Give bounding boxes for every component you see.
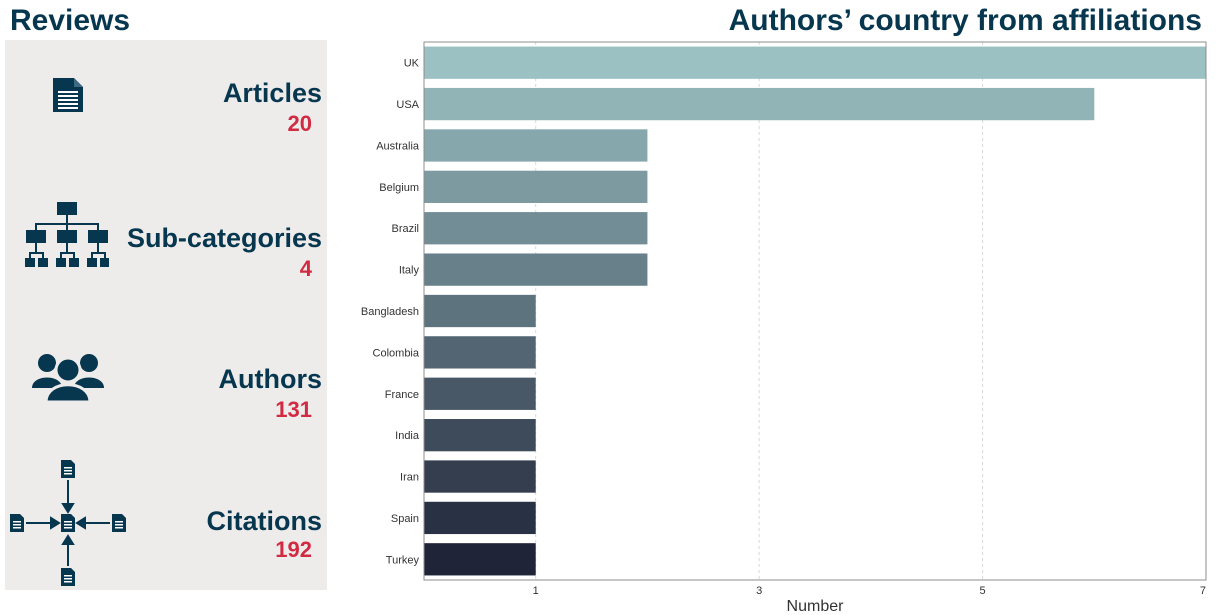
bar bbox=[424, 212, 648, 245]
x-tick-label: 7 bbox=[1200, 585, 1206, 597]
category-label: Bangladesh bbox=[361, 306, 419, 318]
citations-icon bbox=[5, 450, 135, 590]
bar bbox=[424, 543, 536, 576]
stat-card-authors: Authors 131 bbox=[5, 332, 327, 452]
x-tick-label: 3 bbox=[756, 585, 762, 597]
category-label: UK bbox=[404, 58, 420, 70]
category-label: Spain bbox=[391, 513, 419, 525]
bar bbox=[424, 170, 648, 203]
category-label: USA bbox=[396, 99, 419, 111]
document-icon bbox=[5, 60, 135, 180]
chart-title: Authors’ country from affiliations bbox=[728, 4, 1202, 37]
category-label: Iran bbox=[400, 472, 419, 484]
category-label: Australia bbox=[376, 140, 420, 152]
x-tick-label: 5 bbox=[980, 585, 986, 597]
category-label: France bbox=[385, 389, 419, 401]
stat-card-sub-categories: Sub-categories 4 bbox=[5, 190, 327, 310]
hierarchy-icon bbox=[5, 190, 135, 310]
category-label: Belgium bbox=[379, 182, 419, 194]
x-axis-title: Number bbox=[787, 598, 845, 615]
stat-label-sub-categories: Sub-categories bbox=[126, 223, 322, 253]
bar bbox=[424, 294, 536, 328]
users-icon bbox=[5, 332, 135, 452]
bar bbox=[424, 129, 648, 162]
stat-label-articles: Articles bbox=[222, 78, 322, 108]
stat-value-authors: 131 bbox=[275, 397, 312, 422]
bar bbox=[424, 460, 536, 493]
stat-label-authors: Authors bbox=[218, 364, 323, 394]
stat-card-articles: Articles 20 bbox=[5, 60, 327, 180]
bar bbox=[424, 377, 536, 410]
stat-card-citations: Citations 192 bbox=[5, 450, 327, 590]
category-label: Colombia bbox=[373, 347, 420, 359]
stat-value-articles: 20 bbox=[287, 111, 312, 136]
stat-label-citations: Citations bbox=[206, 506, 322, 536]
plot-frame bbox=[423, 41, 1207, 581]
bar bbox=[424, 46, 1206, 79]
stat-value-citations: 192 bbox=[275, 537, 312, 562]
stats-panel: Articles 20 bbox=[5, 40, 327, 590]
bar bbox=[424, 336, 536, 369]
category-label: Brazil bbox=[391, 223, 419, 235]
bar bbox=[424, 87, 1095, 121]
bar bbox=[424, 253, 648, 286]
bar bbox=[424, 501, 536, 535]
x-tick-label: 1 bbox=[533, 585, 539, 597]
reviews-title: Reviews bbox=[10, 4, 131, 37]
bar bbox=[424, 419, 536, 452]
stat-value-sub-categories: 4 bbox=[299, 256, 312, 281]
category-label: India bbox=[395, 430, 420, 442]
category-label: Turkey bbox=[386, 554, 420, 566]
category-label: Italy bbox=[399, 265, 420, 277]
